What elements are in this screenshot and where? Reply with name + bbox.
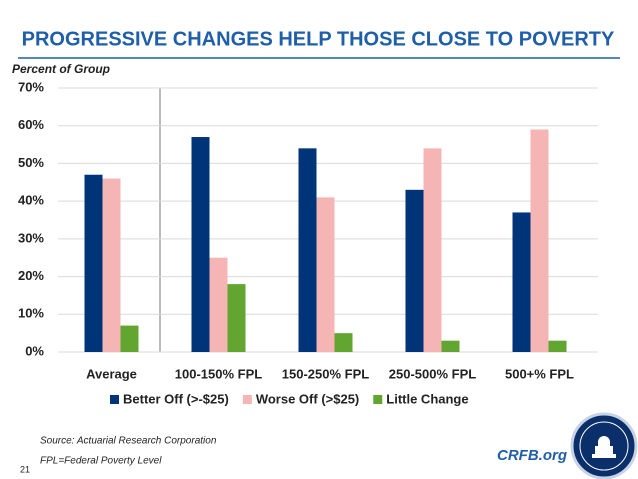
x-tick-label: 250-500% FPL: [389, 366, 476, 381]
y-axis-label: Percent of Group: [12, 62, 110, 76]
y-tick-label: 70%: [18, 79, 44, 94]
y-tick-label: 20%: [18, 268, 44, 283]
bar: [84, 174, 103, 352]
legend-swatch: [242, 395, 252, 404]
chart-title: PROGRESSIVE CHANGES HELP THOSE CLOSE TO …: [22, 28, 615, 50]
legend-label: Better Off (>-$25): [123, 391, 229, 406]
x-tick-label: Average: [86, 366, 137, 381]
source-note: Source: Actuarial Research Corporation: [40, 436, 217, 447]
y-tick-label: 10%: [18, 306, 44, 321]
legend-swatch: [373, 395, 383, 404]
y-tick-label: 60%: [18, 117, 44, 132]
bar: [334, 333, 353, 352]
bar: [316, 197, 335, 352]
y-tick-label: 40%: [18, 193, 44, 208]
bar: [441, 340, 460, 352]
y-tick-label: 0%: [25, 343, 44, 358]
y-tick-label: 30%: [18, 230, 44, 245]
bar: [227, 284, 246, 352]
x-tick-label: 150-250% FPL: [282, 366, 369, 381]
bar: [530, 129, 549, 352]
bar: [209, 257, 228, 352]
fpl-note: FPL=Federal Poverty Level: [40, 456, 162, 467]
bar: [102, 178, 121, 352]
site-name: CRFB.org: [497, 447, 567, 464]
bar: [405, 189, 424, 352]
bar: [191, 137, 210, 352]
x-tick-label: 500+% FPL: [505, 366, 574, 381]
legend-label: Worse Off (>$25): [256, 391, 359, 406]
bar: [548, 340, 567, 352]
bar: [423, 148, 442, 352]
page-number: 21: [20, 464, 30, 474]
bar: [120, 325, 139, 352]
legend-label: Little Change: [386, 391, 468, 406]
bar: [298, 148, 317, 352]
y-tick-label: 50%: [18, 155, 44, 170]
logo: [570, 412, 638, 479]
x-tick-label: 100-150% FPL: [175, 366, 262, 381]
bar: [512, 212, 531, 352]
legend-swatch: [110, 395, 119, 404]
